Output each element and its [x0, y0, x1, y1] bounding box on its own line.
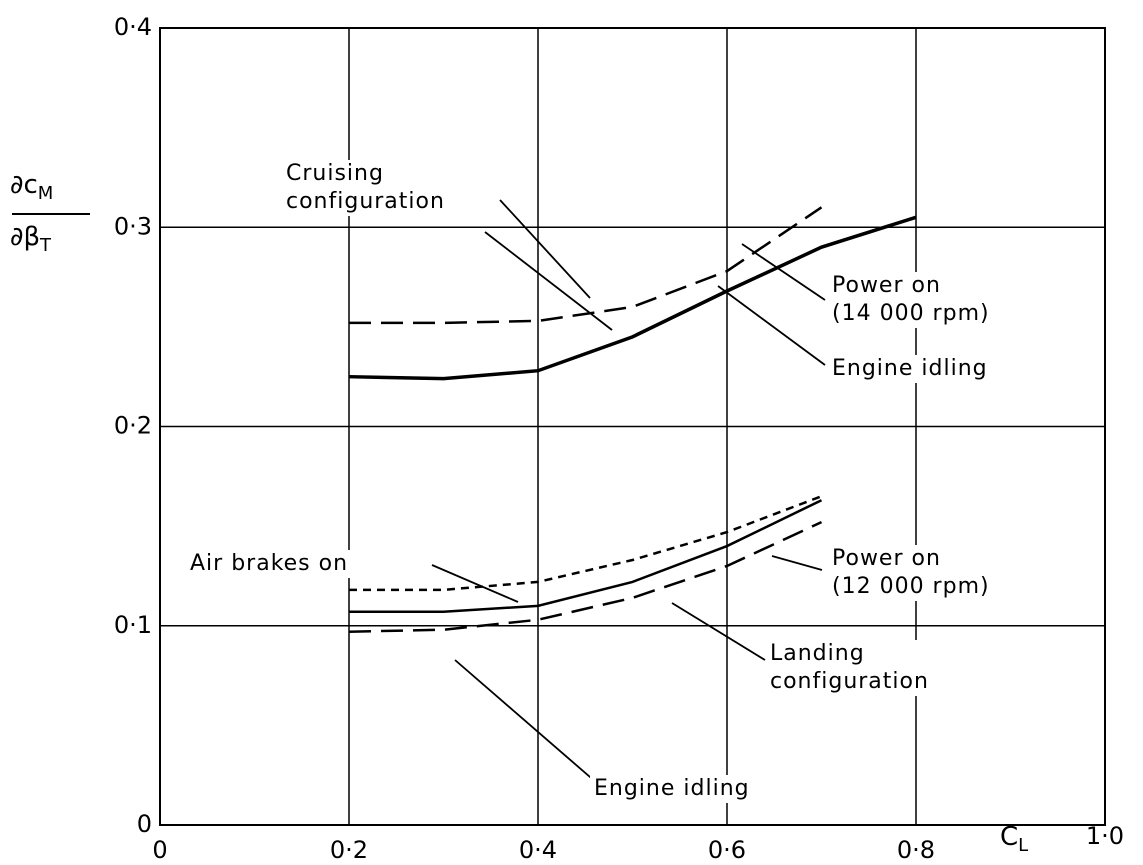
y-label-den: ∂βT [10, 222, 51, 256]
x-tick-label: 0·4 [519, 836, 557, 864]
annotation: Landing configuration [766, 640, 933, 696]
x-label-main: C [1000, 822, 1019, 852]
y-label-num-sub: M [37, 183, 54, 205]
x-label-sub: L [1018, 835, 1029, 857]
y-tick-label: 0·4 [114, 13, 152, 41]
y-label-num: ∂c [10, 170, 38, 200]
x-tick-label: 0 [152, 836, 167, 864]
series-label: Power on (12 000 rpm) [828, 545, 994, 601]
annotation: Cruising configuration [282, 160, 449, 216]
series-label: Engine idling [590, 775, 754, 803]
y-tick-label: 0·3 [114, 212, 152, 240]
data-line [349, 499, 823, 614]
y-label: ∂cM [10, 170, 53, 204]
x-tick-label: 0·6 [708, 836, 746, 864]
y-label-den-main: ∂β [10, 222, 41, 252]
series-label: Air brakes on [186, 550, 353, 578]
y-label-bar [12, 213, 90, 215]
data-line [349, 495, 822, 592]
x-tick-label: 1·0 [1086, 822, 1124, 850]
callout-arrows [431, 199, 826, 791]
data-line [348, 215, 917, 381]
y-tick-label: 0·1 [114, 611, 152, 639]
y-label-den-sub: T [40, 235, 52, 257]
series-label: Engine idling [828, 355, 992, 383]
data-line [348, 521, 823, 633]
x-tick-label: 0·8 [897, 836, 935, 864]
series-label: Power on (14 000 rpm) [828, 272, 994, 328]
x-tick-label: 0·2 [330, 836, 368, 864]
data-line [349, 206, 823, 325]
x-label: CL [1000, 822, 1028, 856]
y-tick-label: 0·2 [114, 412, 152, 440]
y-tick-label: 0 [137, 810, 152, 838]
